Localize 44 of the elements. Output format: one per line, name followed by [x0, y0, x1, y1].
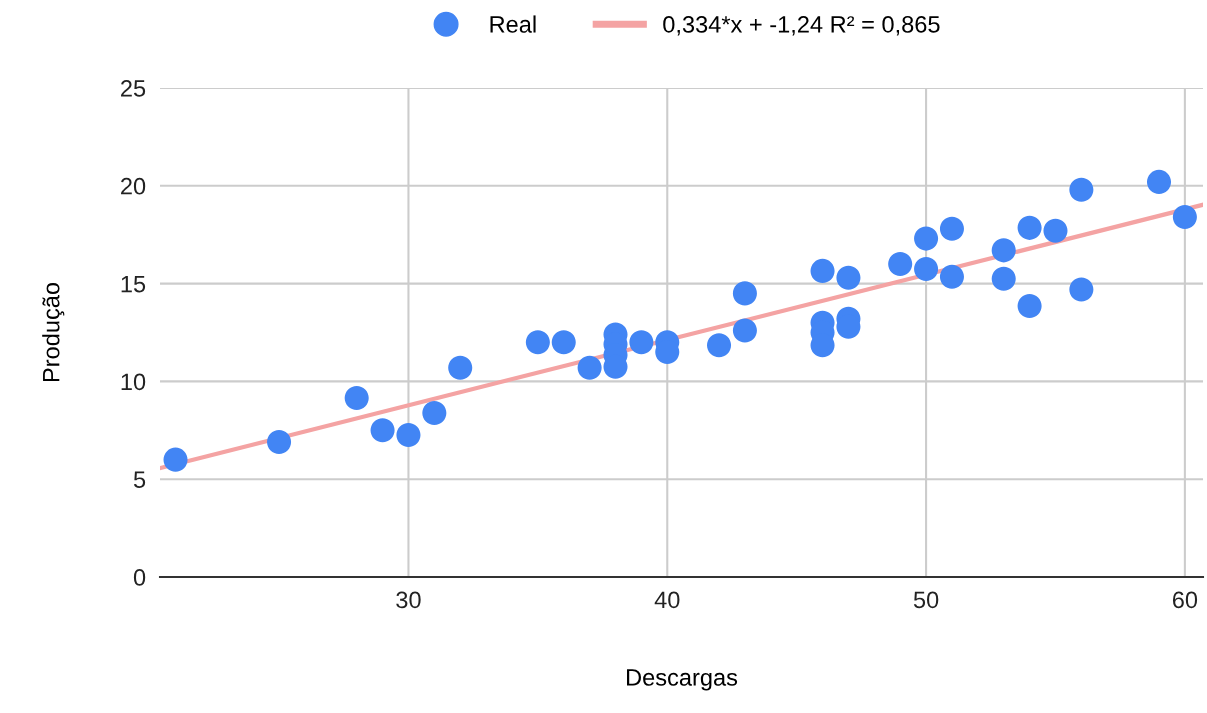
point — [1069, 277, 1094, 302]
point — [707, 333, 732, 358]
y-tick-label: 5 — [133, 471, 146, 488]
x-axis-title: Descargas — [627, 669, 738, 691]
point — [810, 258, 835, 283]
y-tick-label: 25 — [121, 80, 146, 97]
point — [1172, 205, 1197, 230]
y-tick-label: 20 — [121, 177, 146, 195]
y-axis-title: Produção — [42, 282, 65, 382]
point — [1146, 169, 1172, 194]
point — [991, 238, 1016, 263]
point — [1069, 177, 1094, 202]
point — [1043, 218, 1068, 243]
x-tick-label: 50 — [913, 591, 939, 609]
point — [939, 216, 964, 241]
point — [732, 281, 757, 306]
point — [448, 355, 473, 380]
point — [344, 386, 369, 411]
y-tick-label: 10 — [121, 373, 146, 391]
point — [1017, 294, 1042, 319]
point — [370, 418, 395, 443]
point — [629, 330, 654, 355]
point — [1017, 215, 1042, 240]
point — [914, 226, 939, 251]
point — [551, 330, 576, 355]
point — [422, 401, 447, 426]
point — [991, 266, 1016, 291]
legend-label: 0,334*x + -1,24 R² = 0,865 — [663, 16, 940, 36]
x-tick-label: 30 — [396, 591, 421, 609]
point — [577, 355, 602, 380]
y-tick-label: 0 — [133, 569, 146, 586]
point — [163, 447, 188, 472]
point — [888, 252, 913, 277]
x-tick-label: 60 — [1172, 591, 1198, 609]
point — [267, 430, 292, 455]
point — [836, 265, 861, 290]
x-tick-label: 40 — [654, 591, 680, 609]
point — [525, 330, 550, 355]
legend-label: Real — [490, 15, 536, 33]
point — [732, 318, 757, 343]
point — [939, 264, 964, 289]
point — [396, 422, 421, 448]
point — [914, 256, 939, 281]
y-tick-label: 15 — [121, 275, 146, 293]
